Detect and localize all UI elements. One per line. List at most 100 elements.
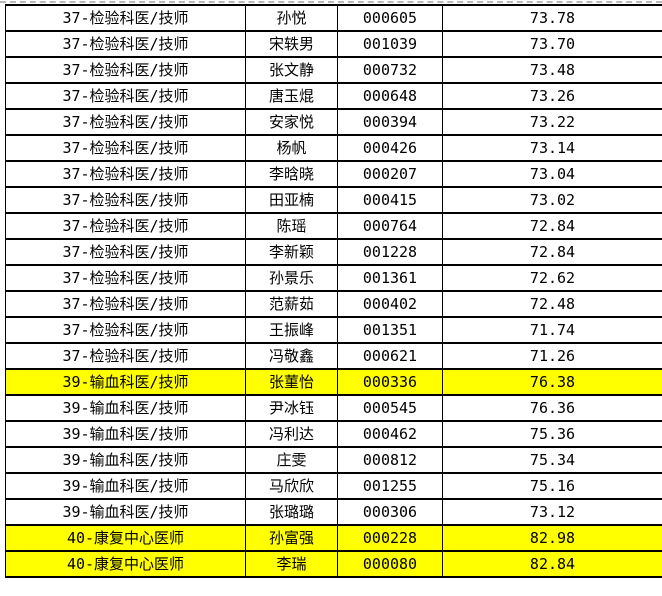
cell-name[interactable]: 张文静 bbox=[245, 56, 338, 84]
cell-name[interactable]: 唐玉焜 bbox=[245, 82, 338, 110]
table-row[interactable]: 37-检验科医/技师 范薪茹 000402 72.48 bbox=[5, 290, 662, 318]
cell-score[interactable]: 72.62 bbox=[442, 264, 662, 292]
table-row[interactable]: 37-检验科医/技师 孙景乐 001361 72.62 bbox=[5, 264, 662, 292]
table-row[interactable]: 39-输血科医/技师 尹冰钰 000545 76.36 bbox=[5, 394, 662, 422]
cell-score[interactable]: 75.36 bbox=[442, 420, 662, 448]
table-row[interactable]: 37-检验科医/技师 田亚楠 000415 73.02 bbox=[5, 186, 662, 214]
cell-name[interactable]: 张菫怡 bbox=[245, 368, 338, 396]
cell-code[interactable]: 000462 bbox=[337, 420, 443, 448]
cell-name[interactable]: 范薪茹 bbox=[245, 290, 338, 318]
cell-post[interactable]: 37-检验科医/技师 bbox=[5, 316, 246, 344]
cell-name[interactable]: 孙景乐 bbox=[245, 264, 338, 292]
table-row[interactable]: 37-检验科医/技师 冯敬鑫 000621 71.26 bbox=[5, 342, 662, 370]
cell-post[interactable]: 40-康复中心医师 bbox=[5, 550, 246, 578]
table-row[interactable]: 37-检验科医/技师 王振峰 001351 71.74 bbox=[5, 316, 662, 344]
cell-name[interactable]: 李瑞 bbox=[245, 550, 338, 578]
cell-score[interactable]: 73.78 bbox=[442, 4, 662, 32]
cell-name[interactable]: 尹冰钰 bbox=[245, 394, 338, 422]
table-row[interactable]: 37-检验科医/技师 陈瑶 000764 72.84 bbox=[5, 212, 662, 240]
cell-name[interactable]: 孙富强 bbox=[245, 524, 338, 552]
cell-score[interactable]: 73.02 bbox=[442, 186, 662, 214]
cell-post[interactable]: 37-检验科医/技师 bbox=[5, 290, 246, 318]
cell-name[interactable]: 陈瑶 bbox=[245, 212, 338, 240]
cell-post[interactable]: 40-康复中心医师 bbox=[5, 524, 246, 552]
cell-code[interactable]: 000605 bbox=[337, 4, 443, 32]
cell-code[interactable]: 000402 bbox=[337, 290, 443, 318]
cell-code[interactable]: 000080 bbox=[337, 550, 443, 578]
cell-post[interactable]: 37-检验科医/技师 bbox=[5, 134, 246, 162]
cell-name[interactable]: 张璐璐 bbox=[245, 498, 338, 526]
cell-name[interactable]: 李新颖 bbox=[245, 238, 338, 266]
table-row[interactable]: 37-检验科医/技师 唐玉焜 000648 73.26 bbox=[5, 82, 662, 110]
cell-name[interactable]: 冯利达 bbox=[245, 420, 338, 448]
cell-score[interactable]: 76.36 bbox=[442, 394, 662, 422]
cell-score[interactable]: 76.38 bbox=[442, 368, 662, 396]
cell-post[interactable]: 39-输血科医/技师 bbox=[5, 394, 246, 422]
cell-code[interactable]: 001039 bbox=[337, 30, 443, 58]
cell-name[interactable]: 田亚楠 bbox=[245, 186, 338, 214]
cell-post[interactable]: 39-输血科医/技师 bbox=[5, 420, 246, 448]
cell-score[interactable]: 75.34 bbox=[442, 446, 662, 474]
cell-post[interactable]: 37-检验科医/技师 bbox=[5, 186, 246, 214]
cell-code[interactable]: 000764 bbox=[337, 212, 443, 240]
cell-code[interactable]: 001351 bbox=[337, 316, 443, 344]
table-row[interactable]: 37-检验科医/技师 李新颖 001228 72.84 bbox=[5, 238, 662, 266]
cell-post[interactable]: 37-检验科医/技师 bbox=[5, 160, 246, 188]
cell-score[interactable]: 72.84 bbox=[442, 238, 662, 266]
cell-post[interactable]: 39-输血科医/技师 bbox=[5, 498, 246, 526]
cell-score[interactable]: 82.84 bbox=[442, 550, 662, 578]
cell-score[interactable]: 71.26 bbox=[442, 342, 662, 370]
cell-score[interactable]: 82.98 bbox=[442, 524, 662, 552]
cell-post[interactable]: 37-检验科医/技师 bbox=[5, 108, 246, 136]
cell-name[interactable]: 庄雯 bbox=[245, 446, 338, 474]
cell-post[interactable]: 39-输血科医/技师 bbox=[5, 472, 246, 500]
cell-code[interactable]: 001255 bbox=[337, 472, 443, 500]
cell-score[interactable]: 73.22 bbox=[442, 108, 662, 136]
cell-name[interactable]: 李晗晓 bbox=[245, 160, 338, 188]
cell-post[interactable]: 37-检验科医/技师 bbox=[5, 212, 246, 240]
table-row[interactable]: 39-输血科医/技师 冯利达 000462 75.36 bbox=[5, 420, 662, 448]
cell-post[interactable]: 37-检验科医/技师 bbox=[5, 342, 246, 370]
table-row[interactable]: 39-输血科医/技师 张璐璐 000306 73.12 bbox=[5, 498, 662, 526]
cell-name[interactable]: 王振峰 bbox=[245, 316, 338, 344]
cell-code[interactable]: 000621 bbox=[337, 342, 443, 370]
cell-post[interactable]: 37-检验科医/技师 bbox=[5, 30, 246, 58]
cell-code[interactable]: 000394 bbox=[337, 108, 443, 136]
cell-post[interactable]: 39-输血科医/技师 bbox=[5, 368, 246, 396]
cell-score[interactable]: 72.84 bbox=[442, 212, 662, 240]
table-row[interactable]: 39-输血科医/技师 庄雯 000812 75.34 bbox=[5, 446, 662, 474]
cell-post[interactable]: 37-检验科医/技师 bbox=[5, 238, 246, 266]
cell-score[interactable]: 73.04 bbox=[442, 160, 662, 188]
cell-score[interactable]: 73.12 bbox=[442, 498, 662, 526]
cell-code[interactable]: 000415 bbox=[337, 186, 443, 214]
table-row[interactable]: 37-检验科医/技师 杨帆 000426 73.14 bbox=[5, 134, 662, 162]
cell-code[interactable]: 000545 bbox=[337, 394, 443, 422]
cell-code[interactable]: 000207 bbox=[337, 160, 443, 188]
cell-code[interactable]: 000732 bbox=[337, 56, 443, 84]
cell-code[interactable]: 000336 bbox=[337, 368, 443, 396]
cell-code[interactable]: 000648 bbox=[337, 82, 443, 110]
table-row[interactable]: 37-检验科医/技师 李晗晓 000207 73.04 bbox=[5, 160, 662, 188]
table-row[interactable]: 39-输血科医/技师 张菫怡 000336 76.38 bbox=[5, 368, 662, 396]
cell-post[interactable]: 39-输血科医/技师 bbox=[5, 446, 246, 474]
cell-score[interactable]: 73.14 bbox=[442, 134, 662, 162]
cell-name[interactable]: 安家悦 bbox=[245, 108, 338, 136]
cell-score[interactable]: 73.48 bbox=[442, 56, 662, 84]
cell-name[interactable]: 马欣欣 bbox=[245, 472, 338, 500]
table-row[interactable]: 37-检验科医/技师 孙悦 000605 73.78 bbox=[5, 4, 662, 32]
table-row[interactable]: 37-检验科医/技师 安家悦 000394 73.22 bbox=[5, 108, 662, 136]
cell-name[interactable]: 宋轶男 bbox=[245, 30, 338, 58]
cell-score[interactable]: 75.16 bbox=[442, 472, 662, 500]
cell-code[interactable]: 000306 bbox=[337, 498, 443, 526]
table-row[interactable]: 39-输血科医/技师 马欣欣 001255 75.16 bbox=[5, 472, 662, 500]
table-row[interactable]: 40-康复中心医师 孙富强 000228 82.98 bbox=[5, 524, 662, 552]
table-row[interactable]: 37-检验科医/技师 张文静 000732 73.48 bbox=[5, 56, 662, 84]
cell-code[interactable]: 000228 bbox=[337, 524, 443, 552]
cell-code[interactable]: 000426 bbox=[337, 134, 443, 162]
cell-post[interactable]: 37-检验科医/技师 bbox=[5, 264, 246, 292]
cell-code[interactable]: 001228 bbox=[337, 238, 443, 266]
cell-post[interactable]: 37-检验科医/技师 bbox=[5, 82, 246, 110]
cell-code[interactable]: 001361 bbox=[337, 264, 443, 292]
cell-name[interactable]: 冯敬鑫 bbox=[245, 342, 338, 370]
cell-post[interactable]: 37-检验科医/技师 bbox=[5, 56, 246, 84]
